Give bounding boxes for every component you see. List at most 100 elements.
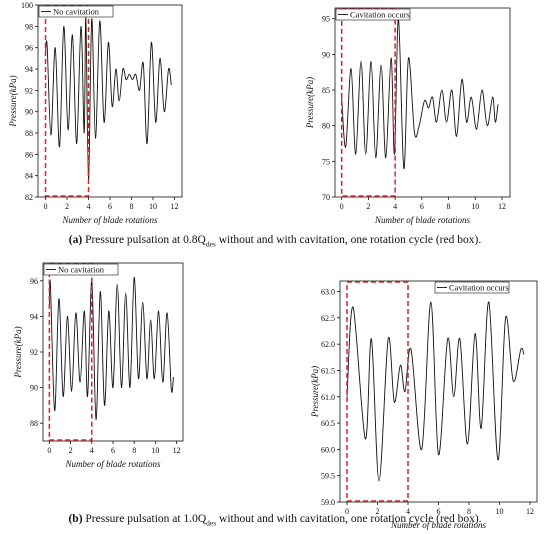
- y-tick-label: 96: [30, 277, 38, 286]
- x-tick-label: 0: [44, 202, 48, 211]
- legend: No cavitation: [43, 263, 119, 276]
- caption: (a) Pressure pulsation at 0.8Qdes withou…: [0, 234, 550, 248]
- y-tick-label: 90: [30, 384, 38, 393]
- y-tick-label: 92: [25, 86, 33, 95]
- x-tick-label: 2: [69, 446, 73, 455]
- x-tick-label: 10: [471, 202, 479, 211]
- legend-box: [43, 263, 119, 276]
- y-tick-label: 96: [25, 44, 33, 53]
- x-tick-label: 12: [526, 507, 534, 516]
- y-axis-label: Pressure(kPa): [310, 366, 320, 418]
- y-tick-label: 98: [25, 22, 33, 31]
- x-axis-label: Number of blade rotations: [390, 520, 486, 530]
- legend: No cavitation: [38, 5, 114, 18]
- y-tick-label: 95: [322, 15, 330, 24]
- x-tick-label: 4: [393, 202, 397, 211]
- y-tick-label: 62.5: [321, 314, 335, 323]
- x-tick-label: 4: [406, 507, 410, 516]
- plot-frame: [37, 4, 183, 198]
- y-axis-label: Pressure(kPa): [8, 75, 18, 127]
- caption-text: Pressure pulsation at 0.8Q: [82, 234, 206, 246]
- caption-text: Pressure pulsation at 1.0Q: [82, 513, 207, 525]
- y-tick-label: 85: [322, 86, 330, 95]
- x-axis-label: Number of blade rotations: [65, 459, 161, 469]
- y-tick-label: 59.0: [321, 498, 335, 507]
- highlight-box: [44, 5, 90, 197]
- y-tick-label: 62.0: [321, 340, 335, 349]
- data-line: [346, 301, 525, 482]
- plot-frame: [339, 280, 538, 503]
- y-tick-label: 63.0: [321, 288, 335, 297]
- data-line: [45, 17, 172, 182]
- legend-box: [335, 8, 411, 21]
- x-tick-label: 10: [151, 446, 159, 455]
- plot-frame: [334, 7, 511, 198]
- y-tick-label: 59.5: [321, 472, 335, 481]
- y-tick-label: 84: [25, 172, 33, 181]
- x-axis-label: Number of blade rotations: [62, 215, 158, 225]
- plot-frame: [42, 262, 184, 442]
- legend-label: Cavitation occurs: [449, 283, 509, 293]
- y-tick-label: 90: [25, 108, 33, 117]
- legend: Cavitation occurs: [335, 8, 411, 21]
- caption-label: (b): [68, 513, 83, 525]
- y-tick-label: 75: [322, 157, 330, 166]
- x-tick-label: 6: [111, 446, 115, 455]
- x-tick-label: 12: [498, 202, 506, 211]
- highlight-box: [346, 281, 409, 502]
- x-tick-label: 8: [467, 507, 471, 516]
- x-tick-label: 8: [132, 446, 136, 455]
- x-tick-label: 4: [90, 446, 94, 455]
- legend-label: Cavitation occurs: [350, 10, 410, 20]
- y-tick-label: 61.0: [321, 393, 335, 402]
- caption-sub: des: [205, 239, 216, 249]
- caption-text: without and with cavitation, one rotatio…: [215, 234, 482, 246]
- legend-label: No cavitation: [58, 265, 105, 275]
- y-tick-label: 94: [30, 312, 38, 321]
- data-line: [48, 276, 174, 421]
- y-tick-label: 90: [322, 50, 330, 59]
- highlight-box: [48, 263, 93, 441]
- x-tick-label: 0: [47, 446, 51, 455]
- x-tick-label: 6: [108, 202, 112, 211]
- y-tick-label: 88: [25, 129, 33, 138]
- x-tick-label: 0: [340, 202, 344, 211]
- caption: (b) Pressure pulsation at 1.0Qdes withou…: [0, 513, 550, 527]
- x-tick-label: 10: [495, 507, 503, 516]
- y-tick-label: 80: [322, 122, 330, 131]
- x-tick-label: 10: [149, 202, 157, 211]
- y-tick-label: 88: [30, 419, 38, 428]
- x-axis-label: Number of blade rotations: [374, 215, 470, 225]
- y-tick-label: 60.5: [321, 419, 335, 428]
- x-tick-label: 2: [65, 202, 69, 211]
- legend-label: No cavitation: [53, 7, 100, 17]
- x-tick-label: 8: [129, 202, 133, 211]
- legend-box: [434, 281, 510, 294]
- y-tick-label: 100: [21, 1, 33, 10]
- caption-label: (a): [68, 234, 83, 246]
- y-tick-label: 60.0: [321, 445, 335, 454]
- y-tick-label: 92: [30, 348, 38, 357]
- x-tick-label: 6: [437, 507, 441, 516]
- legend-box: [38, 5, 114, 18]
- y-tick-label: 70: [322, 193, 330, 202]
- caption-text: without and with cavitation, one rotatio…: [216, 513, 482, 525]
- y-axis-label: Pressure(kPa): [305, 77, 315, 129]
- legend: Cavitation occurs: [434, 281, 510, 294]
- caption-sub: des: [206, 518, 217, 528]
- data-line: [341, 18, 499, 169]
- x-tick-label: 12: [173, 446, 181, 455]
- x-tick-label: 6: [420, 202, 424, 211]
- y-axis-label: Pressure(kPa): [13, 326, 23, 378]
- x-tick-label: 4: [87, 202, 91, 211]
- y-tick-label: 94: [25, 65, 33, 74]
- x-tick-label: 2: [376, 507, 380, 516]
- y-tick-label: 82: [25, 193, 33, 202]
- x-tick-label: 12: [170, 202, 178, 211]
- x-tick-label: 2: [366, 202, 370, 211]
- x-tick-label: 8: [447, 202, 451, 211]
- y-tick-label: 86: [25, 150, 33, 159]
- x-tick-label: 0: [345, 507, 349, 516]
